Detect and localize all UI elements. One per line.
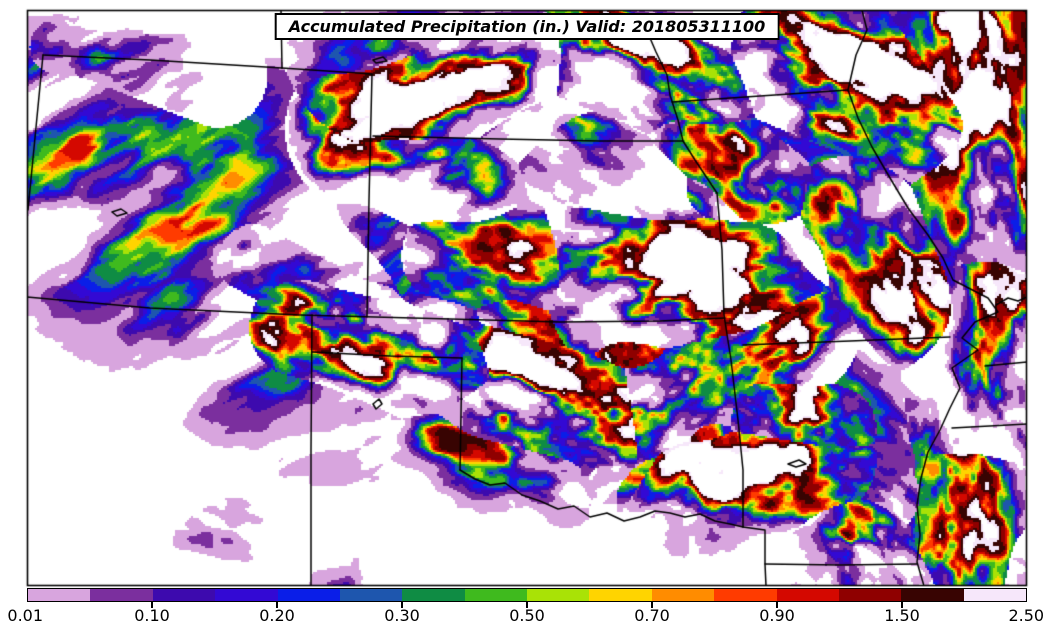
colorbar-label: 2.50 (1008, 606, 1045, 625)
colorbar-segment (589, 589, 652, 601)
colorbar-label: 0.30 (384, 606, 420, 625)
colorbar-tick (776, 602, 778, 608)
colorbar-tick (651, 602, 653, 608)
colorbar-label: 0.50 (509, 606, 545, 625)
colorbar-tick (276, 602, 278, 608)
colorbar-label: 0.10 (134, 606, 170, 625)
colorbar-segment (277, 589, 340, 601)
colorbar (27, 588, 1027, 602)
colorbar-segment (776, 589, 839, 601)
colorbar-segment (838, 589, 902, 601)
colorbar-tick (151, 602, 153, 608)
colorbar-label: 0.70 (634, 606, 670, 625)
colorbar-segment (152, 589, 216, 601)
map-title-text: Accumulated Precipitation (in.) Valid: 2… (288, 17, 766, 36)
colorbar-segment (714, 589, 777, 601)
colorbar-label: 1.50 (884, 606, 920, 625)
colorbar-label: 0.90 (759, 606, 795, 625)
colorbar-segment (402, 589, 465, 601)
colorbar-segment (28, 589, 91, 601)
colorbar-segment (90, 589, 153, 601)
colorbar-segment (339, 589, 403, 601)
colorbar-segment (527, 589, 590, 601)
colorbar-label: 0.20 (259, 606, 295, 625)
colorbar-segment (464, 589, 527, 601)
colorbar-segment (215, 589, 278, 601)
map-title-box: Accumulated Precipitation (in.) Valid: 2… (274, 13, 780, 40)
colorbar-segment (901, 589, 964, 601)
colorbar-segment (651, 589, 715, 601)
colorbar-tick (901, 602, 903, 608)
colorbar-segment (963, 589, 1026, 601)
colorbar-labels: 0.01 0.10 0.20 0.30 0.50 0.70 0.90 1.50 2.50 (7, 606, 1044, 628)
colorbar-label: 0.01 (7, 606, 44, 625)
colorbar-tick (526, 602, 528, 608)
colorbar-ticks (27, 602, 1027, 608)
colorbar-tick (401, 602, 403, 608)
